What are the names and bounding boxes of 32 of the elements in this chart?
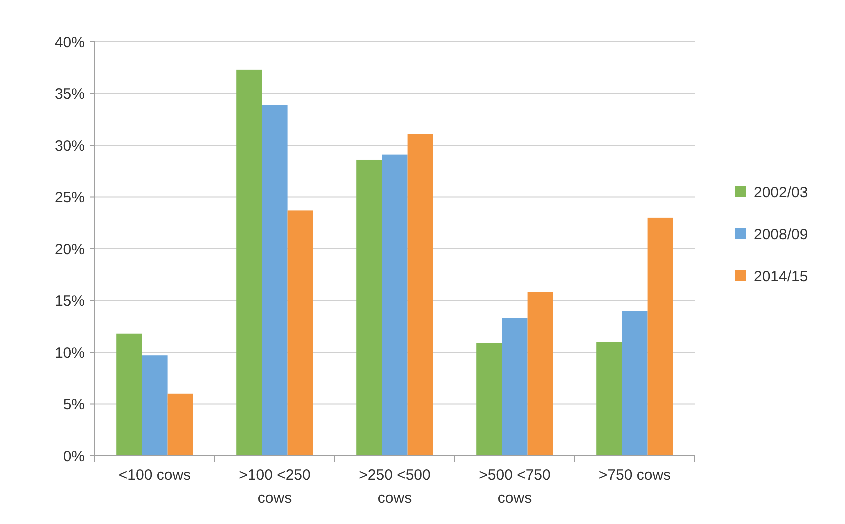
y-tick-label: 0%: [63, 448, 85, 466]
bar: [116, 334, 142, 456]
bar: [622, 311, 648, 456]
legend-label: 2002/03: [754, 184, 808, 202]
y-tick-label: 10%: [54, 344, 85, 362]
y-tick-label: 35%: [54, 86, 85, 103]
bar: [142, 356, 168, 456]
x-tick-label: >100 <250 cows: [239, 467, 311, 507]
bar: [648, 218, 674, 456]
y-tick-label: 5%: [63, 396, 85, 414]
bar: [382, 154, 408, 456]
y-tick-label: 25%: [54, 190, 85, 206]
bar: [476, 343, 502, 456]
bar: [502, 318, 528, 456]
bar: [356, 160, 382, 456]
y-tick-label: 20%: [54, 241, 85, 258]
bar: [528, 292, 554, 456]
bar: [288, 210, 314, 456]
bar: [236, 70, 262, 456]
bar: [262, 105, 288, 456]
bar: [596, 342, 622, 456]
bar: [168, 394, 194, 456]
y-tick-label: 40%: [54, 34, 85, 52]
bar: [408, 134, 434, 456]
x-tick-label: >500 <750 cows: [479, 467, 551, 507]
y-tick-label: 30%: [54, 138, 85, 155]
x-tick-label: <100 cows: [118, 467, 192, 484]
y-tick-label: 15%: [54, 293, 85, 310]
x-tick-label: >250 <500 cows: [359, 467, 431, 507]
x-tick-label: >750 cows: [598, 467, 672, 484]
legend-label: 2014/15: [754, 268, 808, 286]
legend-label: 2008/09: [754, 226, 808, 244]
